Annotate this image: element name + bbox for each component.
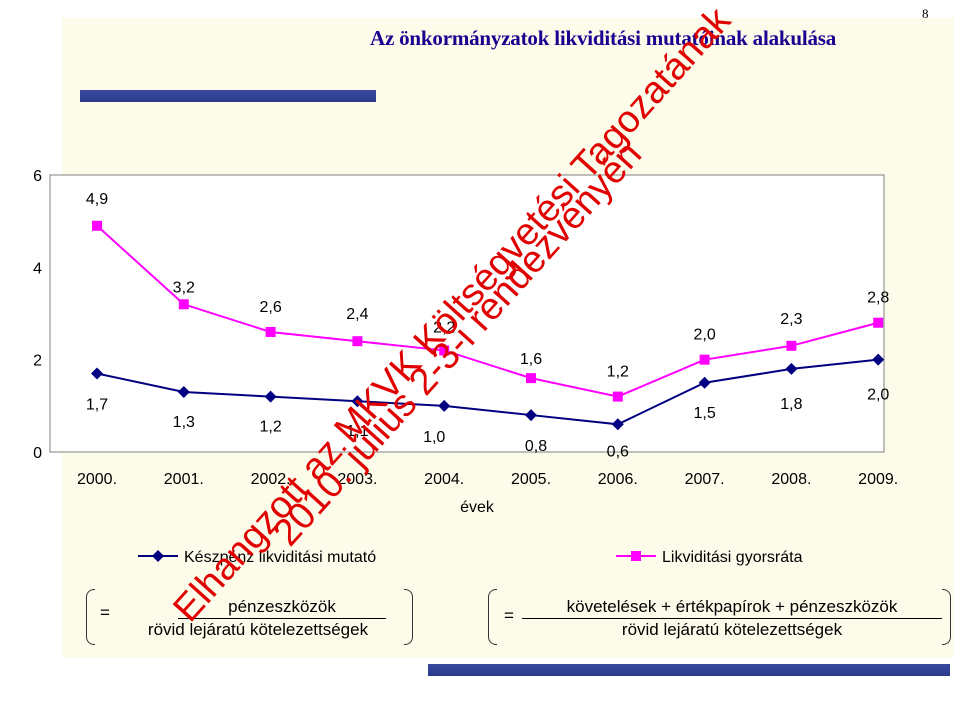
data-label: 1,5 <box>693 405 715 422</box>
legend-label: Likviditási gyorsráta <box>662 549 803 566</box>
data-label: 1,6 <box>520 351 542 368</box>
data-label: 2,2 <box>433 319 455 336</box>
plot-area <box>49 174 885 453</box>
formula-right-bracket-close <box>942 589 951 645</box>
data-point <box>177 385 190 398</box>
legend-marker <box>631 551 641 561</box>
data-point <box>525 409 537 422</box>
x-tick-label: 2008. <box>771 471 811 488</box>
y-tick-label: 0 <box>33 445 42 462</box>
y-tick-label: 4 <box>33 260 42 277</box>
data-point <box>438 399 451 412</box>
formula-numerator: pénzeszközök <box>178 597 386 619</box>
data-label: 1,0 <box>423 429 445 446</box>
data-label: 0,8 <box>525 438 547 455</box>
y-tick-label: 2 <box>33 353 42 370</box>
data-label: 3,2 <box>173 279 195 296</box>
data-point <box>92 220 102 231</box>
x-tick-label: 2001. <box>164 471 204 488</box>
formula-equals: = <box>100 603 110 622</box>
formula-fraction: követelések + értékpapírok + pénzeszközö… <box>522 597 942 640</box>
data-label: 2,0 <box>867 387 889 404</box>
x-tick-label: 2009. <box>858 471 898 488</box>
slide-title: Az önkormányzatok likviditási mutatóinak… <box>370 26 837 50</box>
data-label: 2,0 <box>693 327 715 344</box>
data-point <box>526 373 536 384</box>
data-label: 1,3 <box>173 414 195 431</box>
formula-left-bracket-open <box>86 589 95 645</box>
formula-fraction: pénzeszközök rövid lejáratú kötelezettsé… <box>120 597 396 640</box>
data-label: 1,1 <box>346 423 368 440</box>
data-point <box>786 340 797 351</box>
x-tick-label: 2002. <box>251 471 291 488</box>
data-point <box>698 376 711 389</box>
data-point <box>439 345 450 356</box>
data-point <box>265 326 276 337</box>
data-point <box>264 390 277 403</box>
data-point <box>612 391 623 402</box>
formula-denominator: rövid lejáratú kötelezettségek <box>147 620 369 639</box>
x-tick-label: 2006. <box>598 471 638 488</box>
data-label: 2,4 <box>346 306 368 323</box>
data-label: 2,8 <box>867 290 889 307</box>
x-tick-label: 2003. <box>337 471 377 488</box>
data-point <box>178 299 189 310</box>
y-tick-label: 6 <box>33 168 42 185</box>
x-tick-label: 2004. <box>424 471 464 488</box>
data-point <box>352 336 363 347</box>
data-label: 2,3 <box>780 311 802 328</box>
formula-numerator: követelések + értékpapírok + pénzeszközö… <box>522 597 942 619</box>
legend-label: Készpénz likviditási mutató <box>184 549 376 566</box>
data-point <box>785 362 798 375</box>
formula-right-bracket-open <box>488 589 497 645</box>
data-label: 0,6 <box>607 443 629 460</box>
data-label: 2,6 <box>259 299 281 316</box>
data-point <box>611 418 624 431</box>
data-point <box>91 367 103 380</box>
series-layer <box>91 220 885 431</box>
x-axis-label: évek <box>460 499 495 516</box>
x-tick-label: 2005. <box>511 471 551 488</box>
x-tick-label: 2007. <box>685 471 725 488</box>
series-line <box>96 225 879 398</box>
legend-marker <box>152 550 164 562</box>
formula-left-bracket-close <box>404 589 413 645</box>
data-label: 4,9 <box>86 191 108 208</box>
data-label: 1,2 <box>259 419 281 436</box>
formula-equals: = <box>504 606 514 625</box>
series-line <box>96 358 879 426</box>
page-number: 8 <box>922 6 929 21</box>
footer-bar <box>428 664 950 676</box>
data-label: 1,7 <box>86 397 108 414</box>
x-tick-label: 2000. <box>77 471 117 488</box>
data-labels: 1,7 1,3 1,2 1,1 1,0 0,8 0,6 1,5 1,8 2,0 4,9 3,2 2,6 2… <box>86 191 890 461</box>
data-point <box>699 354 710 365</box>
title-underline-bar <box>80 90 376 102</box>
data-point <box>351 395 364 408</box>
data-label: 1,8 <box>780 396 802 413</box>
tick-labels: 0 2 4 6 2000. 2001. 2002. 2003. 2004. 2005. 2006. 2… <box>33 168 898 488</box>
data-label: 1,2 <box>607 364 629 381</box>
data-point <box>872 353 885 366</box>
formula-denominator: rövid lejáratú kötelezettségek <box>621 620 843 639</box>
legend: Készpénz likviditási mutató Likviditási g… <box>138 549 803 566</box>
data-point <box>873 317 884 328</box>
